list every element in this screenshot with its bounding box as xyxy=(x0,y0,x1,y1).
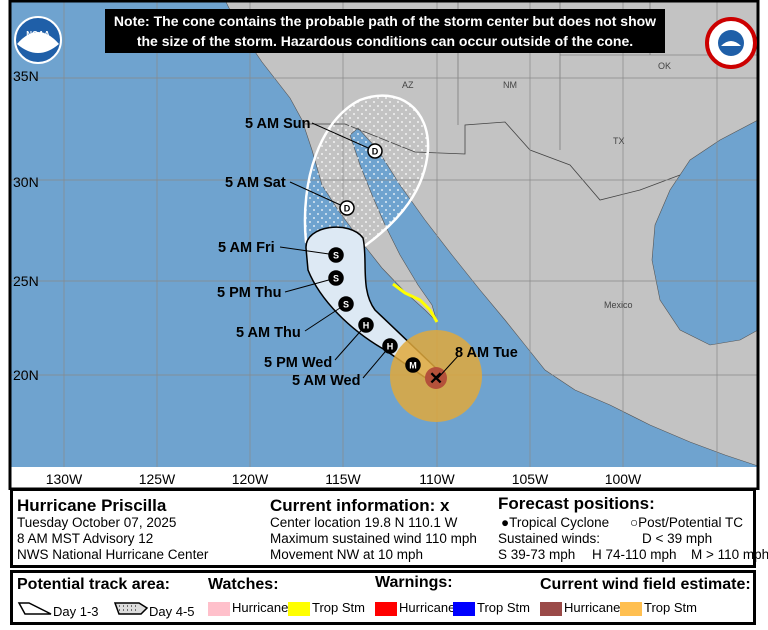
forecast-point-letter: H xyxy=(363,321,370,331)
legend-panel: Potential track area: Day 1-3 Day 4-5 Wa… xyxy=(10,570,756,625)
m-range: M > 110 mph xyxy=(691,547,768,562)
lon-115w: 115W xyxy=(325,471,361,487)
forecast-title: Forecast positions: xyxy=(498,494,655,513)
legend-tropical-cyclone: ●Tropical Cyclone xyxy=(501,515,610,530)
state-borders xyxy=(457,0,758,150)
lon-105w: 105W xyxy=(512,471,549,487)
cone-disclaimer-note: Note: The cone contains the probable pat… xyxy=(105,9,665,53)
h-range: H 74-110 mph xyxy=(592,547,677,562)
day-4-5-cone-icon xyxy=(113,602,149,615)
lat-25n: 25N xyxy=(13,273,39,289)
warnings-title: Warnings: xyxy=(375,574,453,591)
label-tx: TX xyxy=(613,136,625,146)
hurricane-wind-field xyxy=(425,367,447,389)
label-5pm-wed: 5 PM Wed xyxy=(264,355,332,371)
lon-125w: 125W xyxy=(139,471,176,487)
advisory-number: 8 AM MST Advisory 12 xyxy=(17,531,154,546)
s-range: S 39-73 mph xyxy=(498,547,576,562)
forecast-point-letter: S xyxy=(343,300,349,310)
lat-35n: 35N xyxy=(13,68,39,84)
label-5am-wed: 5 AM Wed xyxy=(292,373,360,389)
label-5am-thu: 5 AM Thu xyxy=(236,325,301,341)
label-5am-sun: 5 AM Sun xyxy=(245,116,311,132)
forecast-cone-map: M H H S S S D D ✕ 8 AM Tue 5 AM Wed 5 PM Wed 5 … xyxy=(8,0,760,490)
ts-warning-swatch xyxy=(453,601,475,616)
advisory-date: Tuesday October 07, 2025 xyxy=(17,515,177,530)
legend-day-1-3: Day 1-3 xyxy=(17,600,99,619)
forecast-point-letter: M xyxy=(409,361,417,371)
lon-110w: 110W xyxy=(419,471,455,487)
ts-watch-swatch xyxy=(288,601,310,616)
lon-100w: 100W xyxy=(605,471,642,487)
wind-field-title: Current wind field estimate: xyxy=(540,576,751,593)
legend-hurricane-watch: Hurricane xyxy=(208,600,288,616)
forecast-point-s-icon xyxy=(328,270,344,286)
legend-hurricane-warning: Hurricane xyxy=(375,600,455,616)
d-range: D < 39 mph xyxy=(642,531,713,546)
hurricane-warning-swatch xyxy=(375,601,397,616)
note-line-1: Note: The cone contains the probable pat… xyxy=(113,13,657,29)
forecast-point-s-icon xyxy=(338,296,354,312)
cone-day-4-5 xyxy=(303,94,430,262)
legend-post-potential: ○Post/Potential TC xyxy=(630,515,743,530)
label-nm: NM xyxy=(503,80,517,90)
label-5am-fri: 5 AM Fri xyxy=(218,240,275,256)
legend-ts-watch: Trop Stm xyxy=(288,600,365,616)
forecast-point-s-icon xyxy=(328,247,344,263)
label-ok: OK xyxy=(658,61,671,71)
hurricane-watch-swatch xyxy=(208,601,230,616)
forecast-point-h-icon xyxy=(358,317,374,333)
note-line-2: the size of the storm. Hazardous conditi… xyxy=(136,33,634,49)
forecast-point-letter: D xyxy=(344,204,351,214)
forecast-point-letter: H xyxy=(387,342,394,352)
legend-hurricane-wind: Hurricane xyxy=(540,600,620,616)
svg-text:NOAA: NOAA xyxy=(26,30,50,39)
current-info-title: Current information: x xyxy=(270,496,450,515)
forecast-points: M H H S S S D D xyxy=(328,143,421,373)
lat-30n: 30N xyxy=(13,174,39,190)
max-wind: Maximum sustained wind 110 mph xyxy=(270,531,477,546)
hurricane-wind-swatch xyxy=(540,601,562,616)
ts-wind-swatch xyxy=(620,601,642,616)
forecast-point-letter: S xyxy=(333,251,339,261)
label-5am-sat: 5 AM Sat xyxy=(225,175,286,191)
storm-name: Hurricane Priscilla xyxy=(17,496,167,515)
forecast-point-h-icon xyxy=(382,338,398,354)
label-5pm-thu: 5 PM Thu xyxy=(217,285,281,301)
label-az: AZ xyxy=(402,80,414,90)
center-location: Center location 19.8 N 110.1 W xyxy=(270,515,458,530)
day-1-3-cone-icon xyxy=(17,602,52,615)
label-current: 8 AM Tue xyxy=(455,345,518,361)
forecast-point-d-icon xyxy=(339,200,355,216)
lon-130w: 130W xyxy=(46,471,83,487)
forecast-point-letter: S xyxy=(333,274,339,284)
filled-circle-icon: ● xyxy=(501,515,510,530)
open-circle-icon: ○ xyxy=(630,515,639,530)
legend-ts-warning: Trop Stm xyxy=(453,600,530,616)
legend-ts-wind: Trop Stm xyxy=(620,600,697,616)
nws-logo xyxy=(705,17,757,69)
watches-title: Watches: xyxy=(208,576,279,593)
info-panel: Hurricane Priscilla Tuesday October 07, … xyxy=(10,488,768,568)
issuing-center: NWS National Hurricane Center xyxy=(17,547,209,562)
sustained-winds-label: Sustained winds: xyxy=(498,531,601,546)
forecast-point-m-icon xyxy=(405,357,421,373)
current-position-x-icon: ✕ xyxy=(429,369,443,388)
trop-storm-warning-coast xyxy=(392,282,439,323)
lon-120w: 120W xyxy=(232,471,269,487)
current-x-icon: x xyxy=(440,496,450,515)
noaa-logo: NOAA xyxy=(14,16,62,64)
forecast-point-d-icon xyxy=(367,143,383,159)
label-mexico: Mexico xyxy=(604,300,633,310)
legend-day-4-5: Day 4-5 xyxy=(113,600,195,619)
track-area-title: Potential track area: xyxy=(17,576,170,593)
movement: Movement NW at 10 mph xyxy=(270,547,424,562)
lat-20n: 20N xyxy=(13,367,39,383)
forecast-point-letter: D xyxy=(372,147,379,157)
gulf-of-mexico xyxy=(651,119,759,346)
